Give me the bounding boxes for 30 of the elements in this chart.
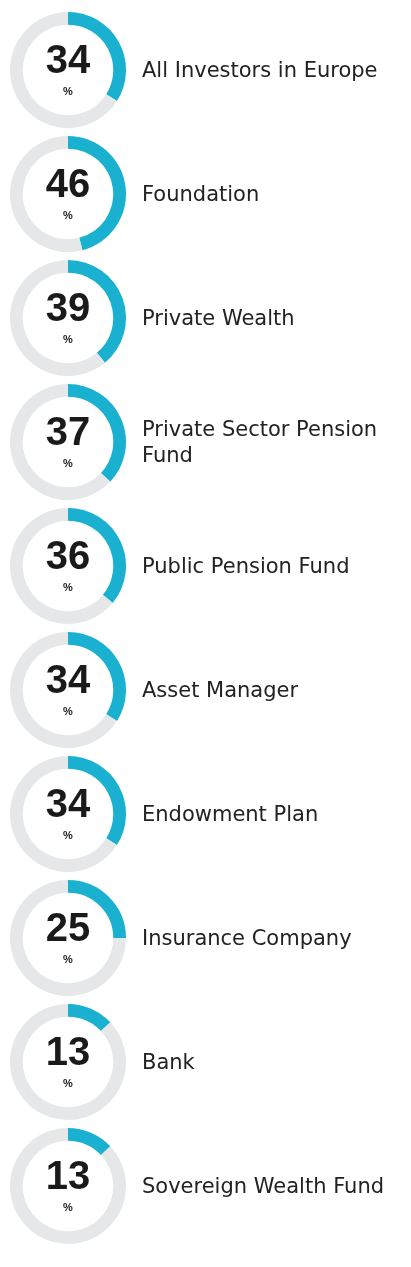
data-label: 13 bbox=[45, 1029, 91, 1074]
text: Asset Manager bbox=[142, 677, 300, 703]
text: Private Wealth bbox=[142, 305, 296, 331]
data-label: 25 bbox=[45, 905, 91, 950]
text: % bbox=[63, 581, 74, 594]
data-label: 46 bbox=[45, 161, 91, 206]
data-label: 37 bbox=[45, 409, 91, 454]
text: Foundation bbox=[142, 181, 261, 207]
text: % bbox=[63, 1201, 74, 1214]
text: % bbox=[63, 705, 74, 718]
data-label: 13 bbox=[45, 1153, 91, 1198]
text: % bbox=[63, 829, 74, 842]
text: % bbox=[63, 209, 74, 222]
text: Insurance Company bbox=[142, 925, 353, 951]
text: Sovereign Wealth Fund bbox=[142, 1173, 386, 1199]
text: % bbox=[63, 1077, 74, 1090]
data-label: 34 bbox=[45, 781, 91, 826]
text: % bbox=[63, 333, 74, 346]
text: % bbox=[63, 953, 74, 966]
text: Public Pension Fund bbox=[142, 553, 351, 579]
text: Bank bbox=[142, 1049, 196, 1075]
text: Private Sector Pension Fund bbox=[142, 416, 379, 468]
data-label: 39 bbox=[45, 285, 91, 330]
data-label: 34 bbox=[45, 37, 91, 82]
text: % bbox=[63, 457, 74, 470]
text: Endowment Plan bbox=[142, 801, 320, 827]
text: % bbox=[63, 85, 74, 98]
data-label: 36 bbox=[45, 533, 91, 578]
text: All Investors in Europe bbox=[142, 57, 379, 83]
data-label: 34 bbox=[45, 657, 91, 702]
